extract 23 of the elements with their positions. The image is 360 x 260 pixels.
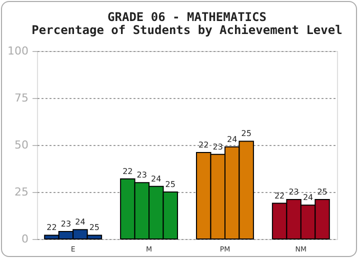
y-tick-label: 50 — [14, 138, 28, 152]
text: 22 — [122, 166, 133, 176]
text: 22 — [198, 140, 209, 150]
text: 22 — [274, 191, 285, 200]
text: 24 — [151, 174, 162, 184]
text: 24 — [227, 134, 238, 144]
series-label: 24 — [75, 218, 86, 227]
series-label: 23 — [60, 219, 72, 228]
chart-subtitle: Percentage of Students by Achievement Level — [32, 23, 342, 37]
text: 24 — [302, 193, 314, 202]
y-tick-label: 25 — [14, 186, 28, 198]
y-tick-label: 75 — [14, 92, 28, 104]
series-label: 25 — [89, 223, 100, 232]
y-tick-label: 0 — [22, 232, 28, 246]
text: 25 — [165, 180, 176, 189]
series-label: 22 — [46, 223, 57, 232]
y-tick-label: 100 — [8, 44, 28, 58]
chart-title: GRADE 06 - MATHEMATICS — [108, 10, 266, 24]
text: 23 — [212, 142, 223, 152]
text: 23 — [136, 170, 147, 180]
text: 25 — [317, 188, 328, 197]
text: 23 — [288, 188, 299, 197]
text: 25 — [241, 129, 252, 138]
